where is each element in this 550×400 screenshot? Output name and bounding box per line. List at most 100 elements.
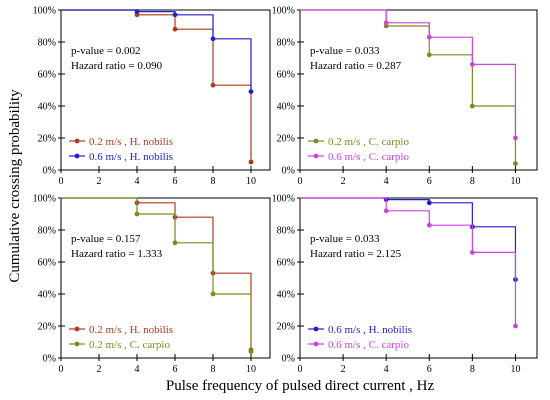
x-tick-label: 10 xyxy=(246,364,256,375)
legend-marker xyxy=(74,341,80,347)
x-tick-label: 0 xyxy=(59,364,64,375)
data-point xyxy=(469,62,475,67)
chart-panel-top-right: 0% 20% 40% 60% 80% 100% 0 2 4 6 8 10 p-value = 0.033… xyxy=(272,6,538,187)
stat-annotation: p-value = 0.157 xyxy=(71,233,141,245)
data-point xyxy=(426,52,432,58)
plot-frame xyxy=(299,197,538,359)
stat-annotation: p-value = 0.033 xyxy=(310,45,380,57)
y-tick-label: 40% xyxy=(277,102,295,113)
x-tick-label: 0 xyxy=(298,364,303,375)
x-tick-label: 10 xyxy=(246,176,256,187)
data-point xyxy=(426,222,432,228)
legend-entry: 0.6 m/s , H. nobilis xyxy=(328,324,412,336)
x-tick-label: 2 xyxy=(341,364,346,375)
x-tick-label: 4 xyxy=(384,176,389,187)
y-tick-label: 40% xyxy=(38,290,56,301)
x-tick-label: 2 xyxy=(97,176,102,187)
x-tick-label: 2 xyxy=(341,176,346,187)
y-tick-label: 20% xyxy=(38,134,56,145)
legend-entry: 0.2 m/s , C. carpio xyxy=(89,339,170,351)
y-tick-label: 80% xyxy=(277,226,295,237)
y-tick-label: 20% xyxy=(277,322,295,333)
x-tick-label: 0 xyxy=(59,176,64,187)
legend-entry: 0.2 m/s , H. nobilis xyxy=(89,136,173,148)
y-tick-label: 40% xyxy=(38,102,56,113)
data-point xyxy=(210,36,216,42)
y-tick-label: 0% xyxy=(43,166,56,177)
x-tick-label: 8 xyxy=(470,364,475,375)
x-tick-label: 6 xyxy=(173,364,178,375)
data-point xyxy=(172,240,178,246)
x-tick-label: 8 xyxy=(211,364,216,375)
legend-marker xyxy=(313,138,319,144)
data-point xyxy=(383,208,389,214)
x-tick-label: 8 xyxy=(470,176,475,187)
y-tick-label: 100% xyxy=(33,194,56,205)
x-tick-label: 4 xyxy=(135,176,140,187)
y-tick-label: 20% xyxy=(38,322,56,333)
data-point xyxy=(248,159,254,165)
data-point xyxy=(172,26,178,32)
y-tick-label: 0% xyxy=(43,354,56,365)
y-axis-title: Cumulative crossing probability xyxy=(7,89,23,283)
plot-frame xyxy=(60,197,271,359)
data-point xyxy=(172,12,178,18)
x-tick-label: 10 xyxy=(510,176,520,187)
x-tick-label: 4 xyxy=(135,364,140,375)
plot-frame xyxy=(60,9,271,171)
data-point xyxy=(210,82,216,88)
stat-annotation: Hazard ratio = 0.090 xyxy=(71,60,163,72)
y-tick-label: 20% xyxy=(277,134,295,145)
legend-marker xyxy=(74,326,80,332)
legend-entry: 0.2 m/s , H. nobilis xyxy=(89,324,173,336)
y-tick-label: 80% xyxy=(38,226,56,237)
data-point xyxy=(513,161,518,167)
x-tick-label: 6 xyxy=(427,176,432,187)
legend-marker xyxy=(313,341,319,347)
chart-panel-bottom-right: 0% 20% 40% 60% 80% 100% 0 2 4 6 8 10 p-value = 0.033… xyxy=(272,194,538,375)
legend-marker xyxy=(313,153,319,159)
x-axis-title: Pulse frequency of pulsed direct current… xyxy=(166,378,435,394)
legend-entry: 0.6 m/s , H. nobilis xyxy=(89,151,173,163)
stat-annotation: p-value = 0.002 xyxy=(71,45,140,57)
x-tick-label: 4 xyxy=(384,364,389,375)
stat-annotation: p-value = 0.033 xyxy=(310,233,380,245)
data-point xyxy=(134,211,140,217)
legend-entry: 0.2 m/s , C. carpio xyxy=(328,136,409,148)
legend-marker xyxy=(74,153,80,159)
data-point xyxy=(513,323,518,329)
legend-entry: 0.6 m/s , C. carpio xyxy=(328,339,409,351)
y-tick-label: 60% xyxy=(277,258,295,269)
y-tick-label: 100% xyxy=(272,194,295,205)
data-point xyxy=(513,135,518,141)
legend-entry: 0.6 m/s , C. carpio xyxy=(328,151,409,163)
y-tick-label: 0% xyxy=(282,354,295,365)
chart-panel-top-left: 0% 20% 40% 60% 80% 100% 0 2 4 6 8 10 p-value = 0.002… xyxy=(33,6,271,187)
x-tick-label: 0 xyxy=(298,176,303,187)
data-point xyxy=(426,200,432,206)
series-line-2 xyxy=(300,197,517,326)
y-tick-label: 60% xyxy=(277,70,295,81)
stat-annotation: Hazard ratio = 0.287 xyxy=(310,60,402,72)
y-tick-label: 0% xyxy=(282,166,295,177)
data-point xyxy=(469,103,475,109)
plot-frame xyxy=(299,9,538,171)
y-tick-label: 60% xyxy=(38,258,56,269)
y-tick-label: 40% xyxy=(277,290,295,301)
stat-annotation: Hazard ratio = 2.125 xyxy=(310,248,402,260)
data-point xyxy=(426,34,432,40)
data-point xyxy=(383,20,389,26)
y-tick-label: 80% xyxy=(38,38,56,49)
stat-annotation: Hazard ratio = 1.333 xyxy=(71,248,163,260)
chart-panel-bottom-left: 0% 20% 40% 60% 80% 100% 0 2 4 6 8 10 p-value = 0.157… xyxy=(33,194,271,375)
legend-marker xyxy=(74,138,80,144)
x-tick-label: 6 xyxy=(427,364,432,375)
data-point xyxy=(469,250,475,255)
data-point xyxy=(248,349,254,354)
x-tick-label: 8 xyxy=(211,176,216,187)
data-point xyxy=(134,9,140,14)
x-tick-label: 6 xyxy=(173,176,178,187)
series-line-2 xyxy=(300,9,517,138)
y-tick-label: 80% xyxy=(277,38,295,49)
